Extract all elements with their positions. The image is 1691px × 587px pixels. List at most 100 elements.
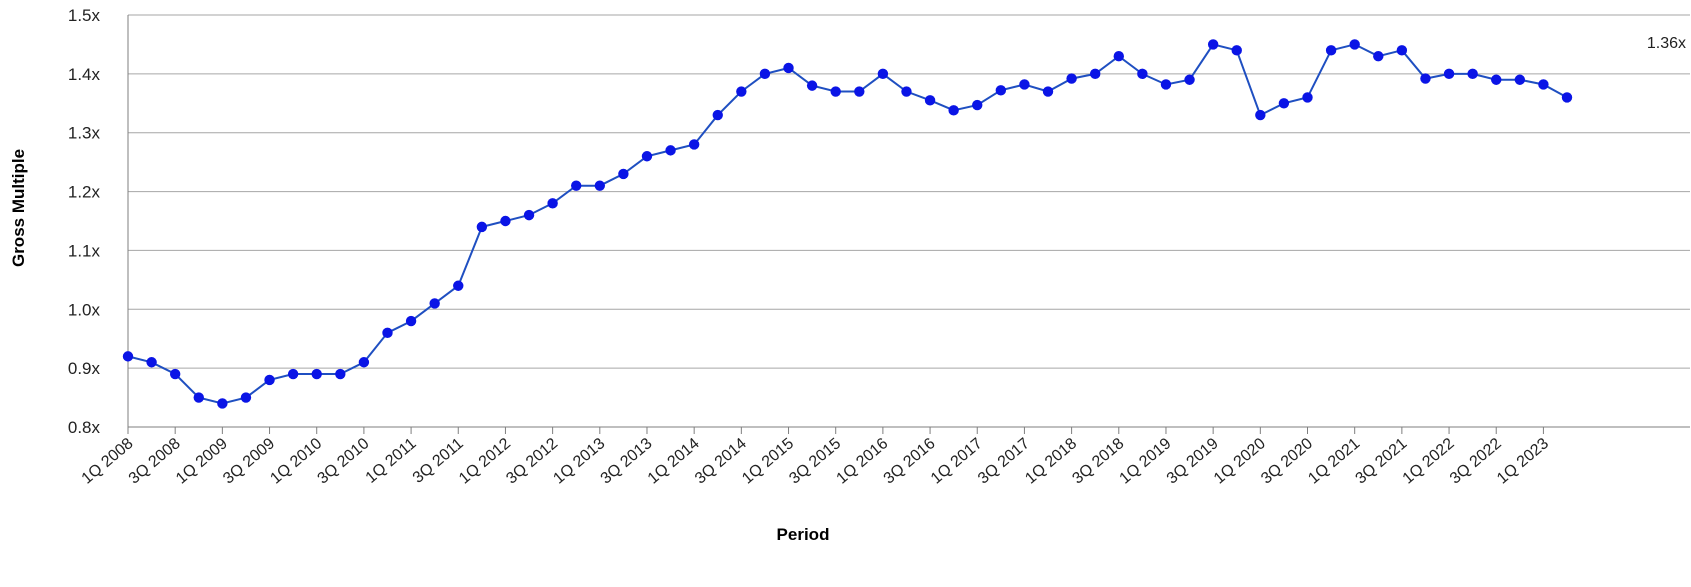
- x-tick-label: 1Q 2013: [550, 435, 608, 488]
- y-tick-label: 1.4x: [68, 65, 101, 84]
- x-tick-label: 3Q 2022: [1447, 435, 1505, 488]
- x-tick-label: 1Q 2011: [363, 435, 420, 487]
- x-tick-label: 3Q 2018: [1069, 435, 1127, 488]
- data-point: [240, 392, 252, 403]
- data-point: [1137, 68, 1148, 80]
- data-point: [264, 374, 275, 386]
- data-point: [641, 151, 653, 162]
- y-tick-label: 1.2x: [68, 183, 101, 202]
- data-point: [1302, 92, 1313, 103]
- y-tick-label: 0.8x: [68, 418, 101, 437]
- data-point: [1349, 39, 1360, 50]
- data-point: [759, 68, 771, 80]
- data-point: [500, 215, 511, 227]
- gridlines: [128, 14, 1690, 428]
- data-point: [193, 392, 204, 403]
- x-tick-label: 1Q 2018: [1022, 435, 1080, 488]
- data-point: [358, 357, 370, 368]
- data-point: [1514, 74, 1526, 85]
- data-point: [1443, 68, 1455, 80]
- x-tick-label: 1Q 2020: [1211, 435, 1269, 488]
- data-point: [1089, 68, 1101, 80]
- data-point: [335, 368, 346, 380]
- x-tick-label: 1Q 2010: [267, 435, 325, 488]
- data-point: [877, 68, 889, 80]
- x-tick-label: 3Q 2012: [503, 435, 561, 488]
- data-point: [1396, 45, 1408, 56]
- x-tick-label: 3Q 2014: [692, 435, 750, 488]
- data-point: [972, 99, 983, 111]
- x-tick-label: 3Q 2017: [975, 435, 1033, 488]
- y-tick-label: 1.3x: [68, 124, 101, 143]
- x-tick-label: 1Q 2008: [79, 435, 137, 488]
- data-point: [854, 86, 865, 97]
- x-axis-title: Period: [777, 525, 830, 544]
- data-point: [287, 368, 299, 380]
- data-point: [1373, 51, 1384, 62]
- x-tick-label: 1Q 2019: [1117, 435, 1175, 488]
- x-tick-label: 3Q 2008: [126, 435, 184, 488]
- x-tick-label: 1Q 2009: [173, 435, 231, 488]
- data-point: [1278, 98, 1290, 109]
- last-value-annotation: 1.36x: [1647, 35, 1686, 52]
- x-tick-label: 1Q 2023: [1494, 435, 1552, 488]
- x-tick-label: 1Q 2017: [928, 435, 986, 488]
- data-point: [1561, 92, 1573, 103]
- data-point: [453, 280, 464, 291]
- y-tick-label: 0.9x: [68, 359, 101, 378]
- data-point: [712, 109, 723, 121]
- data-point: [1019, 79, 1030, 90]
- x-tick-label: 1Q 2021: [1305, 435, 1363, 488]
- data-point: [736, 86, 747, 97]
- x-tick-label: 3Q 2011: [410, 435, 467, 487]
- data-point: [217, 398, 228, 409]
- data-point: [547, 198, 558, 209]
- data-point: [830, 86, 841, 97]
- x-tick-label: 3Q 2010: [315, 435, 373, 488]
- data-point: [169, 368, 181, 380]
- data-point: [405, 315, 417, 327]
- data-point: [1491, 74, 1502, 85]
- data-point: [1207, 39, 1219, 50]
- data-point: [1538, 79, 1549, 90]
- x-tick-label: 1Q 2016: [834, 435, 892, 488]
- series-line: [127, 43, 1568, 405]
- x-tick-label: 3Q 2009: [220, 435, 278, 488]
- y-tick-label: 1.1x: [68, 241, 101, 260]
- data-point: [806, 80, 818, 91]
- data-point: [688, 139, 700, 150]
- x-tick-label: 1Q 2015: [739, 435, 797, 488]
- data-point: [924, 95, 936, 106]
- data-point: [523, 209, 535, 221]
- data-point: [594, 180, 606, 191]
- data-point: [1231, 45, 1242, 56]
- series-markers: [122, 39, 1573, 409]
- data-point: [995, 85, 1007, 96]
- x-tick-label: 3Q 2013: [598, 435, 656, 488]
- x-tick-label: 1Q 2012: [456, 435, 514, 488]
- x-tick-label: 3Q 2019: [1164, 435, 1222, 488]
- data-point: [1066, 73, 1077, 84]
- x-tick-label: 1Q 2022: [1400, 435, 1458, 488]
- x-tick-label: 3Q 2021: [1352, 435, 1410, 488]
- data-point: [476, 221, 488, 233]
- data-point: [783, 62, 794, 74]
- data-point: [1184, 74, 1195, 85]
- y-axis-title: Gross Multiple: [9, 149, 28, 267]
- x-axis-ticks: [127, 427, 1544, 434]
- data-point: [571, 180, 582, 191]
- data-point: [146, 357, 157, 368]
- x-tick-label: 3Q 2016: [881, 435, 939, 488]
- x-tick-label: 3Q 2020: [1258, 435, 1316, 488]
- data-point: [429, 298, 440, 309]
- x-tick-label: 1Q 2014: [645, 435, 703, 488]
- data-point: [1255, 109, 1266, 121]
- data-point: [1420, 73, 1431, 84]
- y-axis-tick-labels: 0.8x 0.9x 1.0x 1.1x 1.2x 1.3x 1.4x 1.5x: [68, 6, 101, 437]
- x-tick-label: 3Q 2015: [786, 435, 844, 488]
- data-point: [122, 351, 134, 362]
- y-tick-label: 1.0x: [68, 300, 101, 319]
- data-point: [1113, 51, 1124, 62]
